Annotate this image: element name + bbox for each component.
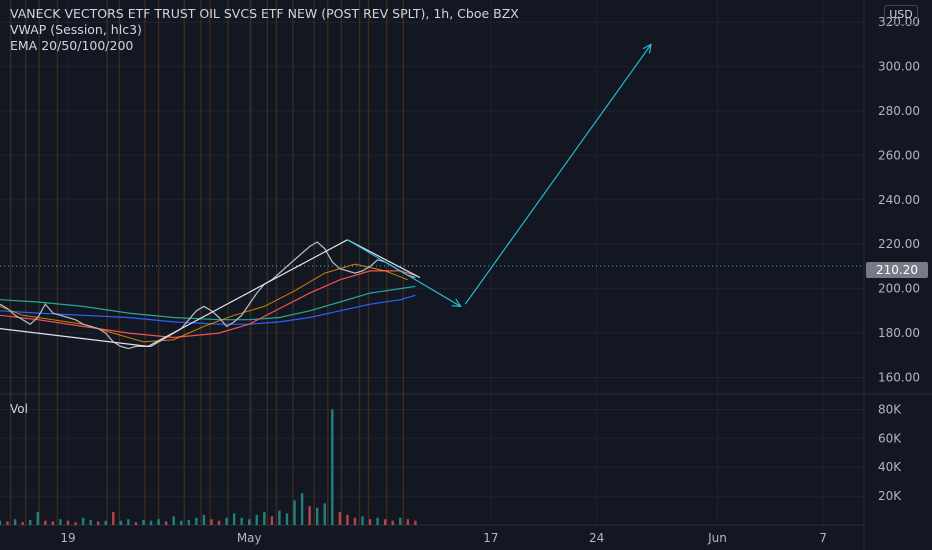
volume-bar <box>187 519 191 525</box>
volume-bar <box>270 516 274 525</box>
volume-bar <box>104 520 107 525</box>
volume-bar <box>361 516 364 525</box>
volume-bar <box>248 519 251 525</box>
volume-bar <box>338 512 342 525</box>
volume-bar <box>172 516 175 525</box>
volume-bar <box>368 519 372 525</box>
volume-bar <box>81 517 85 525</box>
volume-bar <box>74 522 77 525</box>
volume-bar <box>134 522 138 525</box>
volume-bar <box>66 520 70 525</box>
arrow-line <box>347 239 461 307</box>
volume-bar <box>376 517 379 525</box>
volume-bar <box>255 514 258 525</box>
time-tick-label: 19 <box>60 531 75 545</box>
volume-bar <box>278 510 281 525</box>
volume-bar <box>263 512 266 525</box>
volume-bar <box>391 520 394 525</box>
trend-line <box>147 239 348 347</box>
volume-bar <box>0 520 2 525</box>
volume-bar <box>6 521 9 525</box>
volume-bar <box>142 519 145 525</box>
volume-bar <box>112 512 115 525</box>
volume-bar <box>164 521 168 525</box>
price-tick-label: 300.00 <box>878 60 920 74</box>
time-tick-label: Jun <box>707 531 727 545</box>
volume-bar <box>353 517 357 525</box>
volume-bar <box>51 521 55 525</box>
volume-bar <box>323 503 326 525</box>
volume-bar <box>180 520 183 525</box>
price-tick-label: 280.00 <box>878 104 920 118</box>
volume-tick-label: 80K <box>878 402 902 416</box>
volume-bar <box>300 493 304 525</box>
volume-bar <box>89 519 92 525</box>
volume-bar <box>225 517 228 525</box>
volume-bar <box>217 520 221 525</box>
ema-line <box>0 270 416 339</box>
vwap-line <box>0 263 408 343</box>
price-tick-label: 320.00 <box>878 15 920 29</box>
volume-bar <box>210 519 213 525</box>
volume-bar <box>44 520 47 525</box>
volume-bar <box>127 519 130 525</box>
volume-bar <box>293 500 296 525</box>
time-tick-label: 17 <box>483 531 498 545</box>
price-tick-label: 220.00 <box>878 237 920 251</box>
volume-bar <box>149 520 153 525</box>
volume-bar <box>96 521 100 525</box>
volume-tick-label: 20K <box>878 489 902 503</box>
volume-bar <box>308 506 311 525</box>
indicator-vwap[interactable]: VWAP (Session, hlc3) <box>10 22 142 37</box>
volume-bar <box>29 519 32 525</box>
volume-bar <box>285 513 289 525</box>
price-tick-label: 260.00 <box>878 148 920 162</box>
volume-bar <box>195 517 198 525</box>
trend-line <box>347 239 421 279</box>
symbol-title[interactable]: VANECK VECTORS ETF TRUST OIL SVCS ETF NE… <box>10 6 519 21</box>
volume-bar <box>36 512 39 525</box>
volume-bar <box>232 513 236 525</box>
price-line <box>0 241 416 350</box>
trend-line <box>0 328 149 347</box>
chart-legend: VANECK VECTORS ETF TRUST OIL SVCS ETF NE… <box>10 6 519 54</box>
volume-bar <box>406 519 410 525</box>
volume-bar <box>346 514 349 525</box>
volume-bar <box>414 520 417 525</box>
volume-bar <box>119 520 123 525</box>
price-tick-label: 240.00 <box>878 193 920 207</box>
volume-bar <box>331 409 334 525</box>
volume-bar <box>383 519 387 525</box>
time-tick-label: May <box>237 531 262 545</box>
volume-bar <box>399 517 402 525</box>
currency-button[interactable]: USD <box>884 5 918 25</box>
price-tick-label: 200.00 <box>878 282 920 296</box>
volume-bar <box>157 519 160 525</box>
ema-line <box>0 294 416 325</box>
arrow-head <box>642 43 652 54</box>
volume-label[interactable]: Vol <box>10 402 28 416</box>
volume-tick-label: 60K <box>878 431 902 445</box>
volume-bar <box>202 514 206 525</box>
volume-tick-label: 40K <box>878 460 902 474</box>
arrow-head <box>451 298 462 308</box>
last-price-badge: 210.20 <box>866 262 928 278</box>
volume-bar <box>240 517 243 525</box>
price-tick-label: 180.00 <box>878 326 920 340</box>
time-tick-label: 7 <box>819 531 827 545</box>
time-tick-label: 24 <box>589 531 604 545</box>
volume-bar <box>21 522 24 525</box>
indicator-ema[interactable]: EMA 20/50/100/200 <box>10 38 134 53</box>
volume-bar <box>59 519 62 525</box>
ema-line <box>0 285 416 321</box>
volume-bar <box>316 507 319 525</box>
arrow-line <box>464 44 652 305</box>
volume-bar <box>13 519 17 525</box>
price-tick-label: 160.00 <box>878 370 920 384</box>
